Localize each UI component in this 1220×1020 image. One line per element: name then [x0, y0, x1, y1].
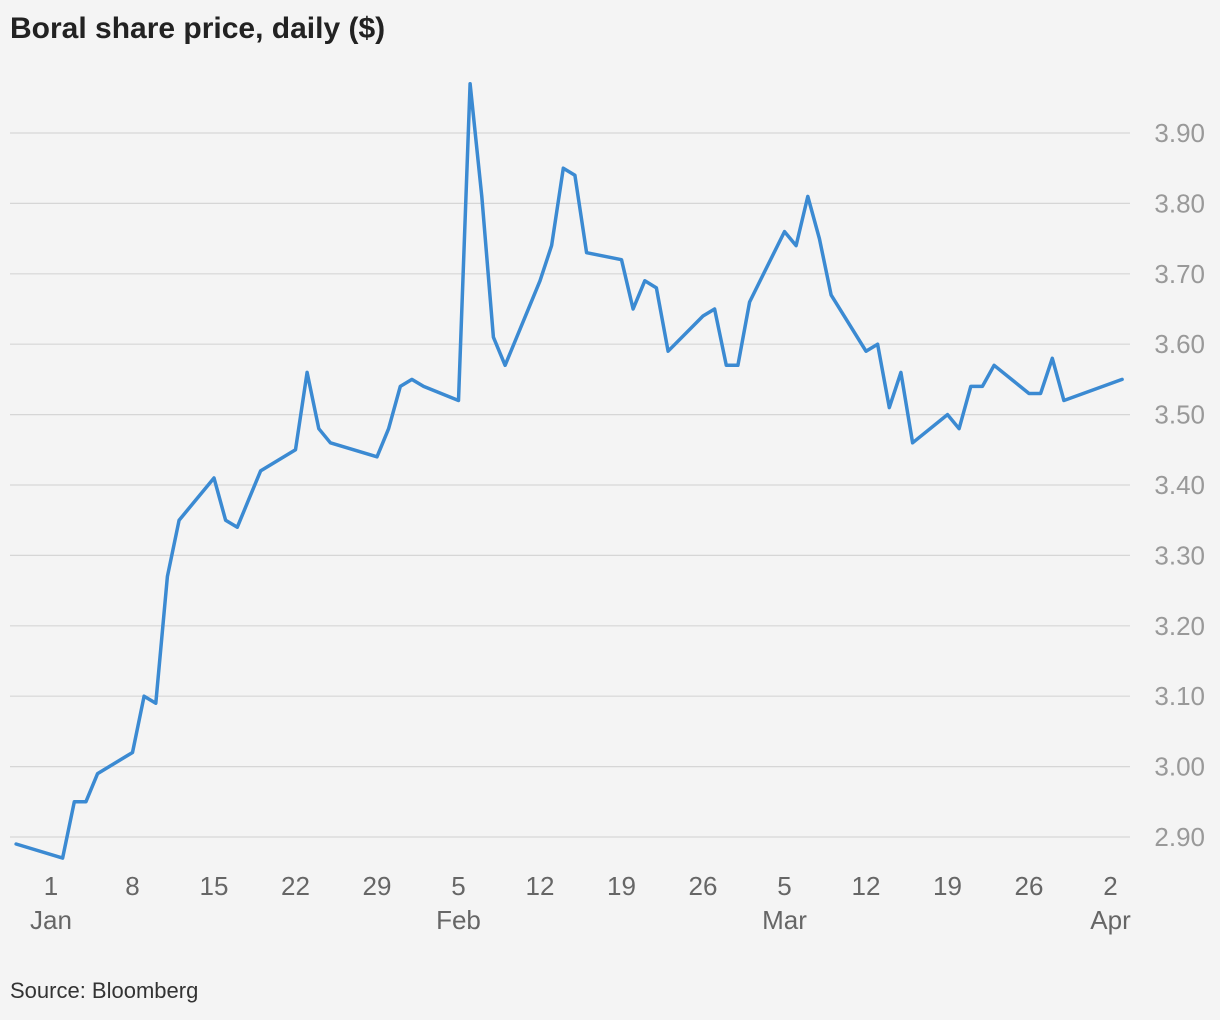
x-month-label: Apr [1090, 905, 1131, 935]
y-tick-label: 3.90 [1154, 118, 1205, 148]
x-tick-label: 19 [607, 871, 636, 901]
x-tick-label: 8 [125, 871, 139, 901]
y-tick-label: 3.60 [1154, 329, 1205, 359]
y-tick-label: 3.30 [1154, 540, 1205, 570]
x-tick-label: 5 [451, 871, 465, 901]
x-tick-label: 22 [281, 871, 310, 901]
y-tick-label: 3.10 [1154, 681, 1205, 711]
y-tick-label: 3.20 [1154, 611, 1205, 641]
x-month-label: Mar [762, 905, 807, 935]
x-tick-label: 26 [1015, 871, 1044, 901]
x-tick-label: 2 [1103, 871, 1117, 901]
series-layer [14, 81, 1124, 860]
x-tick-label: 26 [689, 871, 718, 901]
x-month-label: Jan [30, 905, 72, 935]
y-tick-label: 3.70 [1154, 259, 1205, 289]
chart-title: Boral share price, daily ($) [10, 12, 386, 45]
y-tick-label: 3.00 [1154, 752, 1205, 782]
y-tick-label: 2.90 [1154, 822, 1205, 852]
x-tick-label: 15 [200, 871, 229, 901]
x-tick-label: 29 [363, 871, 392, 901]
x-tick-label: 5 [777, 871, 791, 901]
y-tick-label: 3.40 [1154, 470, 1205, 500]
x-month-label: Feb [436, 905, 481, 935]
x-axis-ticks: 1 Jan 8 15 22 29 5 Feb 12 19 26 5 Mar 12 19 26 2 Apr [30, 871, 1131, 935]
x-tick-label: 19 [933, 871, 962, 901]
x-tick-label: 12 [852, 871, 881, 901]
y-tick-label: 3.80 [1154, 188, 1205, 218]
y-axis-ticks: 2.90 3.00 3.10 3.20 3.30 3.40 3.50 3.60 3.70 3.80… [1154, 118, 1205, 852]
source-note: Source: Bloomberg [10, 978, 199, 1003]
y-tick-label: 3.50 [1154, 400, 1205, 430]
x-tick-label: 1 [44, 871, 58, 901]
x-tick-label: 12 [526, 871, 555, 901]
series-line [14, 81, 1124, 860]
gridlines [10, 132, 1130, 838]
line-chart: 2.90 3.00 3.10 3.20 3.30 3.40 3.50 3.60 3.70 3.80… [10, 81, 1205, 935]
